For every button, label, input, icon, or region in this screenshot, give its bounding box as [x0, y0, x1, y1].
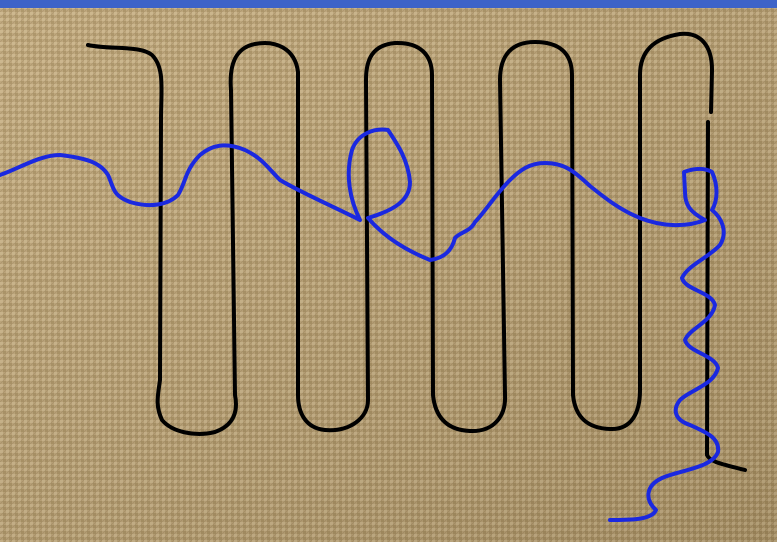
top-band — [0, 0, 777, 8]
background-shade — [0, 0, 777, 542]
page: {} — [0, 0, 777, 542]
canvas — [0, 0, 777, 542]
